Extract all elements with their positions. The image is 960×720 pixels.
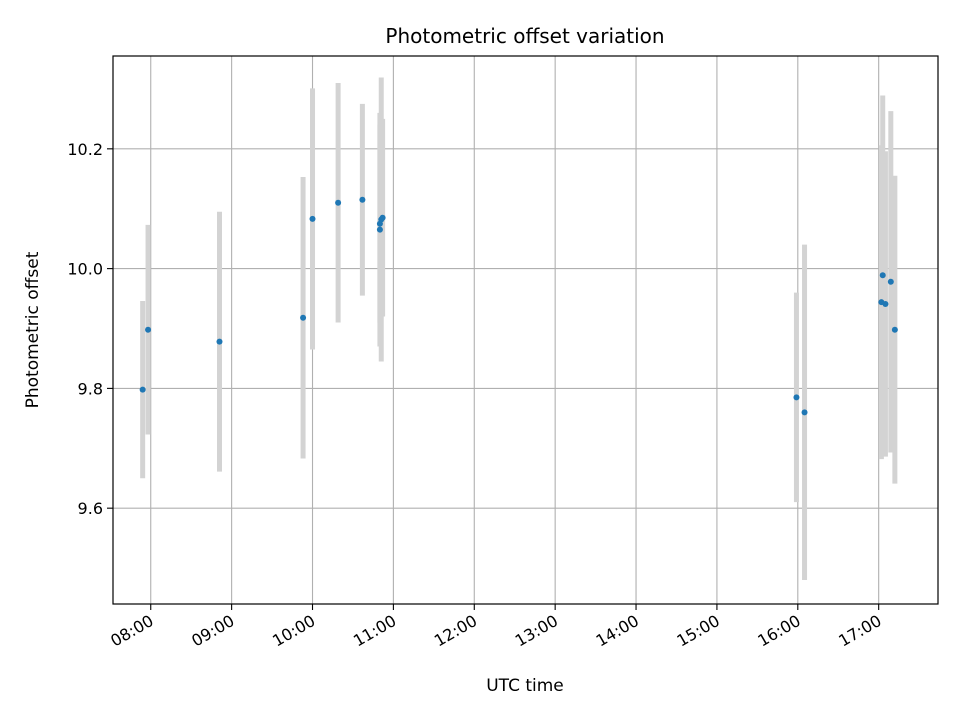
data-point — [216, 338, 223, 345]
y-axis-ticks: 9.6 9.8 10.0 10.2 — [67, 140, 113, 518]
x-axis-ticks: 08:00 09:00 10:00 11:00 12:00 13:00 14:00 15:00… — [107, 604, 885, 651]
x-tick-label: 09:00 — [188, 611, 237, 651]
error-bars — [140, 77, 898, 581]
data-point — [887, 278, 894, 285]
x-tick-label: 12:00 — [431, 611, 480, 651]
grid — [113, 56, 938, 604]
x-axis-label: UTC time — [486, 676, 564, 696]
data-point — [359, 196, 366, 203]
data-point — [891, 326, 898, 333]
x-tick-label: 13:00 — [512, 611, 561, 651]
plot-frame — [112, 55, 939, 605]
x-tick-label: 10:00 — [269, 611, 318, 651]
data-point — [376, 226, 383, 233]
data-point — [379, 214, 386, 221]
y-tick-label: 9.6 — [78, 499, 103, 518]
data-point — [793, 394, 800, 401]
y-axis-label: Photometric offset — [23, 251, 43, 408]
data-point — [882, 300, 889, 307]
data-point — [335, 199, 342, 206]
x-tick-label: 15:00 — [673, 611, 722, 651]
y-tick-label: 10.0 — [67, 260, 103, 279]
x-tick-label: 17:00 — [835, 611, 884, 651]
x-tick-label: 14:00 — [593, 611, 642, 651]
x-tick-label: 16:00 — [754, 611, 803, 651]
data-point — [145, 326, 152, 333]
data-point — [300, 314, 307, 321]
y-tick-label: 10.2 — [67, 140, 103, 159]
data-point — [879, 272, 886, 279]
y-tick-label: 9.8 — [78, 379, 103, 398]
data-points — [139, 196, 898, 416]
data-point — [801, 409, 808, 416]
x-tick-label: 11:00 — [350, 611, 399, 651]
data-point — [139, 386, 146, 393]
x-tick-label: 08:00 — [107, 611, 156, 651]
chart-title: Photometric offset variation — [385, 24, 664, 48]
data-point — [309, 215, 316, 222]
